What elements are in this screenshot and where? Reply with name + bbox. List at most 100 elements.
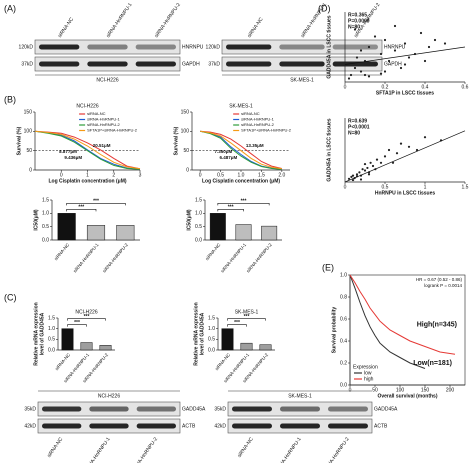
scatter-point bbox=[358, 171, 361, 174]
series-line bbox=[200, 130, 282, 170]
x-tick-label: 0 bbox=[344, 84, 347, 90]
y-tick-label: 0 bbox=[29, 167, 32, 173]
legend-label: siRNA-HnRNPU-2 bbox=[241, 122, 274, 127]
x-tick-label: 1.5 bbox=[462, 184, 469, 190]
bar bbox=[80, 342, 93, 351]
scatter-point bbox=[399, 66, 403, 70]
bar bbox=[99, 345, 112, 351]
y-tick-label: 0.5 bbox=[195, 224, 202, 230]
legend-label: high bbox=[364, 376, 374, 382]
y-tick-label: 1.0 bbox=[195, 211, 202, 217]
plot-frame bbox=[349, 274, 466, 386]
significance-bracket bbox=[227, 318, 266, 321]
series-line bbox=[34, 130, 141, 170]
y-tick-label: 0.0 bbox=[340, 382, 347, 388]
legend-label: siRNA-NC bbox=[87, 111, 106, 116]
scatter-point bbox=[359, 49, 363, 52]
series-line bbox=[200, 130, 282, 170]
x-tick-label: 1.0 bbox=[238, 172, 245, 178]
panel-label: (E) bbox=[322, 262, 334, 272]
lane-label: siRNA-HnRNPU-2 bbox=[154, 2, 182, 39]
series-line bbox=[34, 130, 141, 170]
series-line bbox=[200, 130, 282, 169]
y-tick-label: 1.0 bbox=[48, 326, 55, 332]
y-tick-label: 50 bbox=[183, 148, 189, 154]
scatter-point bbox=[353, 66, 357, 70]
significance-label: *** bbox=[244, 314, 250, 320]
x-tick-label: 150 bbox=[421, 387, 430, 393]
legend-label: siRNA-HnRNPU-1 bbox=[241, 117, 274, 122]
scatter-point bbox=[399, 142, 403, 145]
y-tick-label: 0.2 bbox=[340, 360, 347, 366]
y-tick-label: 1.0 bbox=[340, 272, 347, 278]
blot-protein: HNRNPU bbox=[384, 44, 406, 50]
legend-title: Expression bbox=[353, 364, 378, 370]
stat-label: P=0.0009 bbox=[348, 18, 370, 24]
scatter-point bbox=[403, 63, 407, 66]
scatter-point bbox=[375, 158, 379, 161]
significance-label: *** bbox=[84, 314, 90, 320]
y-tick-label: 150 bbox=[24, 109, 33, 115]
y-tick-label: 0.0 bbox=[42, 237, 49, 243]
blot-band bbox=[279, 61, 325, 67]
stat-label: P<0.0001 bbox=[348, 124, 370, 130]
y-tick-label: 0.0 bbox=[208, 347, 215, 353]
x-tick-label: 0 bbox=[199, 172, 202, 178]
lane-label: siRNA-HnRNPU-2 bbox=[131, 436, 159, 463]
stat-label: N=80 bbox=[348, 24, 360, 30]
y-axis-label: Survival probability bbox=[331, 307, 337, 354]
y-axis-label: Relative mRNA expression bbox=[33, 302, 39, 365]
scatter-point bbox=[395, 152, 399, 155]
chart-title: NCI-H226 bbox=[76, 103, 98, 109]
scatter-point bbox=[415, 148, 419, 152]
panel-label: (A) bbox=[4, 3, 16, 13]
scatter-point bbox=[407, 145, 411, 148]
scatter-point bbox=[367, 75, 371, 78]
bar bbox=[235, 224, 252, 241]
x-axis-label: HnRNPU in LSCC tissues bbox=[375, 190, 436, 196]
scatter-point bbox=[359, 178, 363, 181]
trendline bbox=[344, 130, 466, 183]
x-tick-label: siRNA-NC bbox=[204, 242, 222, 262]
x-tick-label: 0.5 bbox=[217, 172, 224, 178]
significance-label: *** bbox=[234, 320, 240, 326]
y-tick-label: 0.5 bbox=[208, 337, 215, 343]
x-tick-label: 0.2 bbox=[382, 84, 389, 90]
x-axis-label: Log Cisplatin concentration (μM) bbox=[48, 178, 126, 184]
significance-bracket bbox=[217, 209, 244, 212]
scatter-point bbox=[367, 173, 371, 176]
blot-size: 37kD bbox=[208, 61, 220, 67]
blot-size: 37kD bbox=[21, 61, 33, 67]
scatter-point bbox=[393, 24, 397, 28]
y-axis-label: GADD45A in LSCC tissues bbox=[326, 118, 332, 181]
cell-line-label: NCI-H226 bbox=[98, 393, 120, 399]
bar bbox=[261, 225, 278, 241]
scatter-point bbox=[423, 136, 427, 139]
y-tick-label: 1.5 bbox=[48, 315, 55, 321]
x-tick-label: siRNA-NC bbox=[53, 242, 71, 262]
bar bbox=[61, 328, 74, 351]
blot-band bbox=[328, 406, 368, 412]
scatter-point bbox=[347, 77, 351, 80]
blot-band bbox=[42, 406, 82, 412]
scatter-point bbox=[349, 73, 353, 77]
scatter-point bbox=[351, 174, 355, 177]
blot-band bbox=[136, 423, 176, 429]
blot-band bbox=[226, 44, 272, 50]
blot-band bbox=[89, 406, 129, 412]
y-axis-label: IC50(μM) bbox=[186, 209, 192, 230]
significance-bracket bbox=[66, 203, 126, 206]
x-tick-label: 1.5 bbox=[258, 172, 265, 178]
blot-protein: ACTB bbox=[374, 423, 388, 429]
bar bbox=[259, 344, 272, 351]
bar bbox=[57, 213, 76, 241]
y-axis-label: GADD45A in LSCC tissues bbox=[326, 15, 332, 78]
series-line bbox=[34, 130, 141, 170]
scatter-point bbox=[363, 73, 367, 77]
scatter-point bbox=[371, 164, 375, 168]
survival-curve bbox=[349, 274, 456, 355]
scatter-point bbox=[443, 42, 447, 45]
x-tick-label: 1 bbox=[424, 184, 427, 190]
bar bbox=[116, 225, 135, 241]
bar bbox=[221, 328, 234, 351]
